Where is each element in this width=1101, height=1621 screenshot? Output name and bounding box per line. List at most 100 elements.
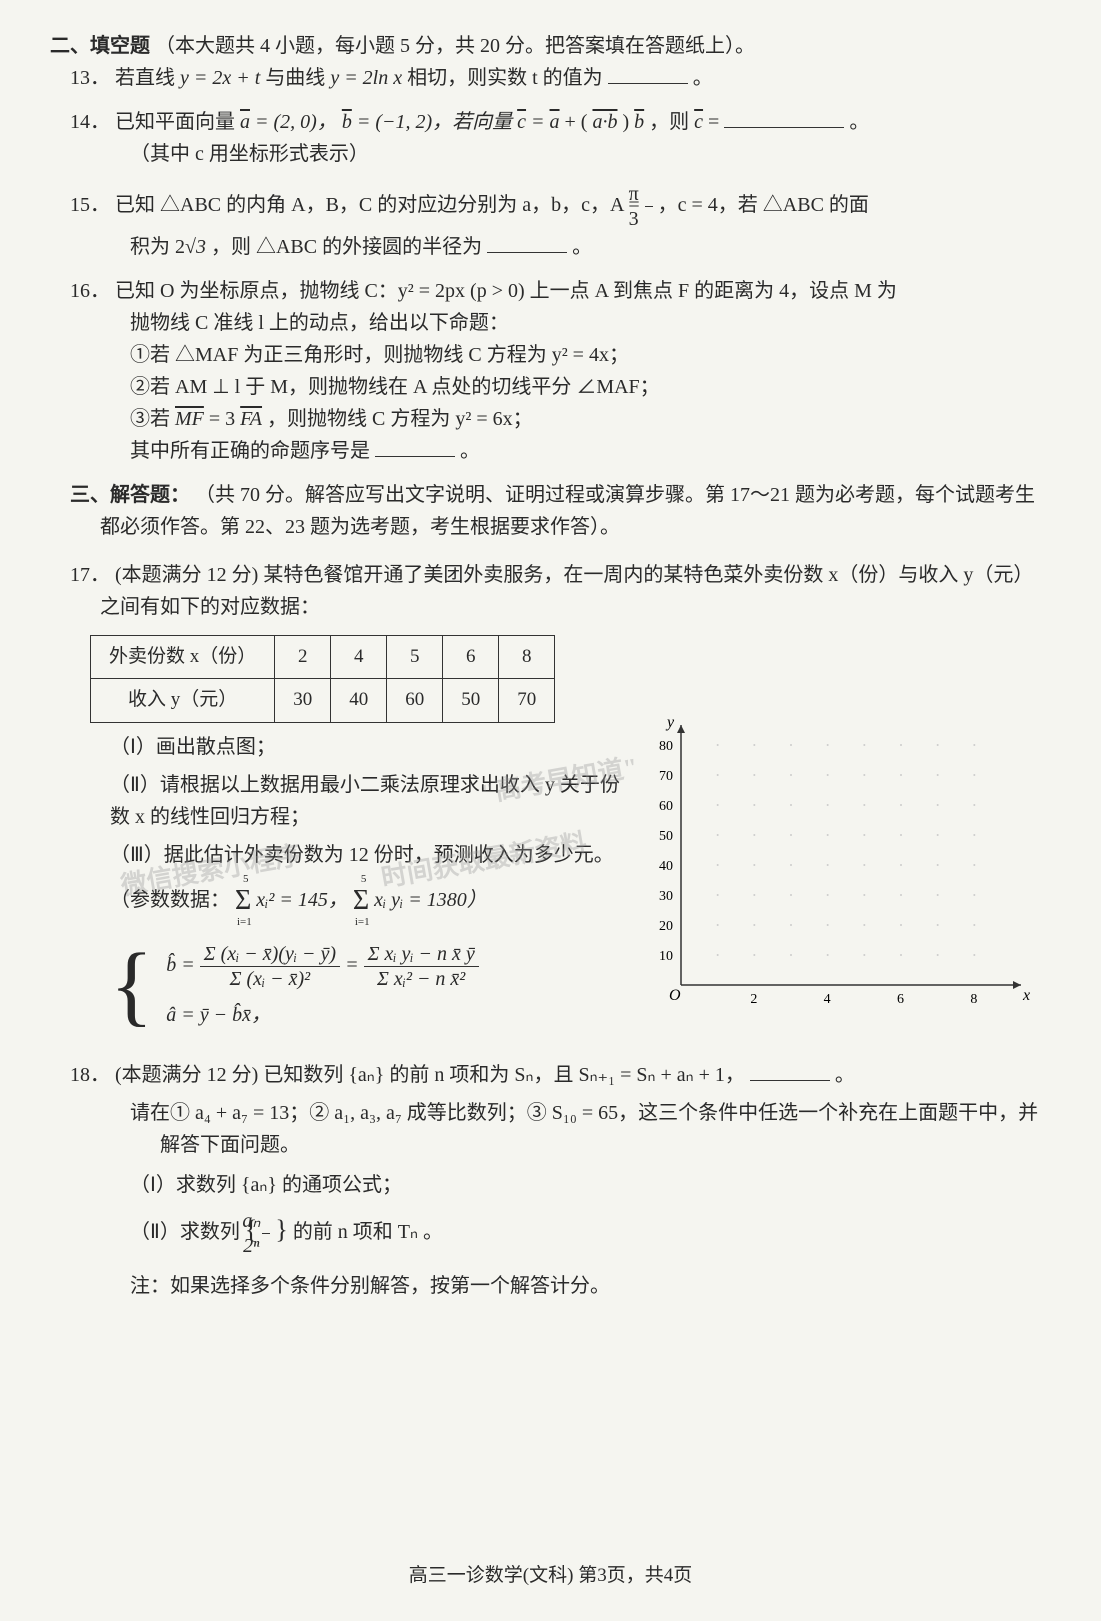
q18-intro-b: 。 (835, 1064, 855, 1086)
q17-row2-v0: 30 (275, 679, 331, 722)
q14-note: （其中 c 用坐标形式表示） (160, 138, 1051, 170)
q17-row1-v0: 2 (275, 636, 331, 679)
q16-text-c: 其中所有正确的命题序号是 (130, 440, 370, 462)
q13-eq2: y = 2ln x (330, 67, 402, 89)
q16-blank (375, 437, 455, 457)
q17-ref1-sum: Σ (235, 885, 251, 916)
svg-text:80: 80 (659, 739, 673, 754)
q15-sqrt3: √3 (185, 236, 206, 258)
q17-intro: (本题满分 12 分) 某特色餐馆开通了美团外卖服务，在一周内的某特色菜外卖份数… (100, 564, 1033, 618)
q14-text-a: 已知平面向量 (115, 111, 240, 133)
q17-row1-v1: 4 (331, 636, 387, 679)
svg-text:40: 40 (659, 859, 673, 874)
q16-item3-fa: FA (240, 408, 262, 430)
q13-text-b: 与曲线 (265, 67, 330, 89)
q17-row1-label: 外卖份数 x（份） (91, 636, 275, 679)
q17-f-a: â = ȳ − b̂x̄， (166, 999, 479, 1031)
q17-ref1-sup: 5 (243, 871, 249, 889)
q16-num: 16． (70, 280, 110, 302)
q18-note: 注：如果选择多个条件分别解答，按第一个解答计分。 (160, 1270, 1051, 1302)
q17-ref2-sub: i=1 (355, 914, 370, 932)
q18-conditions: 请在① a₄ + a₇ = 13；② a₁, a₃, a₇ 成等比数列；③ S₁… (160, 1097, 1051, 1161)
q18-part1: （Ⅰ）求数列 {aₙ} 的通项公式； (160, 1169, 1051, 1201)
q18-num: 18． (70, 1064, 110, 1086)
q16-item3-c: ，则抛物线 C 方程为 y² = 6x； (267, 408, 533, 430)
q17-row2-v2: 60 (387, 679, 443, 722)
q14-vec-b2: b (634, 111, 644, 133)
svg-text:30: 30 (659, 889, 673, 904)
q15-frac-num: π (645, 182, 653, 207)
svg-text:8: 8 (970, 992, 977, 1007)
q17-f-b2-num: Σ xᵢ yᵢ − n x̄ ȳ (364, 942, 479, 967)
scatter-grid-svg: O x y 2468 1020304050607080 (651, 715, 1031, 1015)
q16-text-d: 。 (460, 440, 480, 462)
q14-num: 14． (70, 111, 110, 133)
q15-text-e: 。 (572, 236, 592, 258)
q13-blank (608, 64, 688, 84)
q17-row2-v3: 50 (443, 679, 499, 722)
svg-text:2: 2 (750, 992, 757, 1007)
q15-text-d: ，则 △ABC 的外接圆的半径为 (211, 236, 482, 258)
q15-text-b: ，c = 4，若 △ABC 的面 (658, 194, 869, 216)
q14-text-b2: ) (622, 111, 629, 133)
q17-f-b1-den: Σ (xᵢ − x̄)² (200, 967, 340, 991)
svg-text:70: 70 (659, 769, 673, 784)
q17-row1-v3: 6 (443, 636, 499, 679)
q17-ref1-sub: i=1 (237, 914, 252, 932)
q14-then: ，则 (649, 111, 694, 133)
q18-blank (750, 1061, 830, 1081)
svg-text:20: 20 (659, 919, 673, 934)
question-15: 15． 已知 △ABC 的内角 A，B，C 的对应边分别为 a，b，c，A = … (70, 182, 1051, 263)
q17-f-b2-den: Σ xᵢ² − n x̄² (364, 967, 479, 991)
q17-table: 外卖份数 x（份） 2 4 5 6 8 收入 y（元） 30 40 60 50 … (90, 635, 555, 723)
table-row: 外卖份数 x（份） 2 4 5 6 8 (91, 636, 555, 679)
table-row: 收入 y（元） 30 40 60 50 70 (91, 679, 555, 722)
q18-frac-den: 2ⁿ (262, 1234, 270, 1258)
q14-eq-c: = (531, 111, 550, 133)
q17-ref-label: （参数数据： (110, 889, 230, 911)
page-footer: 高三一诊数学(文科) 第3页，共4页 (0, 1561, 1101, 1591)
svg-text:50: 50 (659, 829, 673, 844)
q17-ref: （参数数据： 5 Σ i=1 xᵢ² = 145， 5 Σ i=1 xᵢ yᵢ … (110, 879, 630, 924)
q15-blank (487, 233, 567, 253)
q16-item3: ③若 MF = 3 FA ，则抛物线 C 方程为 y² = 6x； (160, 403, 1051, 435)
q17-part3: （Ⅲ）据此估计外卖份数为 12 份时，预测收入为多少元。 (110, 839, 630, 871)
q16-item3-a: ③若 (130, 408, 175, 430)
q14-eq: = (708, 111, 724, 133)
q13-eq1: y = 2x + t (180, 67, 260, 89)
q14-plus: + ( (565, 111, 588, 133)
q17-ref2-sup: 5 (361, 871, 367, 889)
q17-row2-label: 收入 y（元） (91, 679, 275, 722)
q15-frac: π 3 (645, 182, 653, 231)
q16-item2: ②若 AM ⊥ l 于 M，则抛物线在 A 点处的切线平分 ∠MAF； (160, 371, 1051, 403)
q18-part2-b: 的前 n 项和 Tₙ 。 (293, 1221, 443, 1243)
question-16: 16． 已知 O 为坐标原点，抛物线 C：y² = 2px (p > 0) 上一… (70, 275, 1051, 467)
question-13: 13． 若直线 y = 2x + t 与曲线 y = 2ln x 相切，则实数 … (70, 62, 1051, 94)
q13-text-c: 相切，则实数 t 的值为 (407, 67, 603, 89)
q18-part2-a: （Ⅱ）求数列 (130, 1221, 245, 1243)
q14-vec-a2: a (550, 111, 560, 133)
q17-num: 17． (70, 564, 110, 586)
section2-title: 二、填空题 (50, 35, 150, 57)
q14-vec-c2: c (694, 111, 703, 133)
svg-text:4: 4 (824, 992, 831, 1007)
brace-icon: { (110, 950, 153, 1022)
q16-text-b: 抛物线 C 准线 l 上的动点，给出以下命题： (160, 307, 1051, 339)
question-18: 18． (本题满分 12 分) 已知数列 {aₙ} 的前 n 项和为 Sₙ，且 … (70, 1059, 1051, 1302)
q14-eq-a: = (2, 0)， (255, 111, 337, 133)
q14-eq-b: = (−1, 2)，若向量 (357, 111, 517, 133)
question-14: 14． 已知平面向量 a = (2, 0)， b = (−1, 2)，若向量 c… (70, 106, 1051, 170)
q14-vec-c: c (517, 111, 526, 133)
chart-x-label: x (1022, 987, 1030, 1004)
svg-text:6: 6 (897, 992, 904, 1007)
q17-row1-v4: 8 (499, 636, 555, 679)
q15-frac-den: 3 (645, 207, 653, 231)
section3-desc: （共 70 分。解答应写出文字说明、证明过程或演算步骤。第 17～21 题为必考… (100, 484, 1035, 538)
q17-row2-v4: 70 (499, 679, 555, 722)
q14-vec-b: b (342, 111, 352, 133)
q13-num: 13． (70, 67, 110, 89)
q18-intro-a: (本题满分 12 分) 已知数列 {aₙ} 的前 n 项和为 Sₙ，且 Sₙ₊₁… (115, 1064, 745, 1086)
q15-text-c: 积为 2 (130, 236, 185, 258)
q16-item1: ①若 △MAF 为正三角形时，则抛物线 C 方程为 y² = 4x； (160, 339, 1051, 371)
q17-ref2-sum: Σ (353, 885, 369, 916)
